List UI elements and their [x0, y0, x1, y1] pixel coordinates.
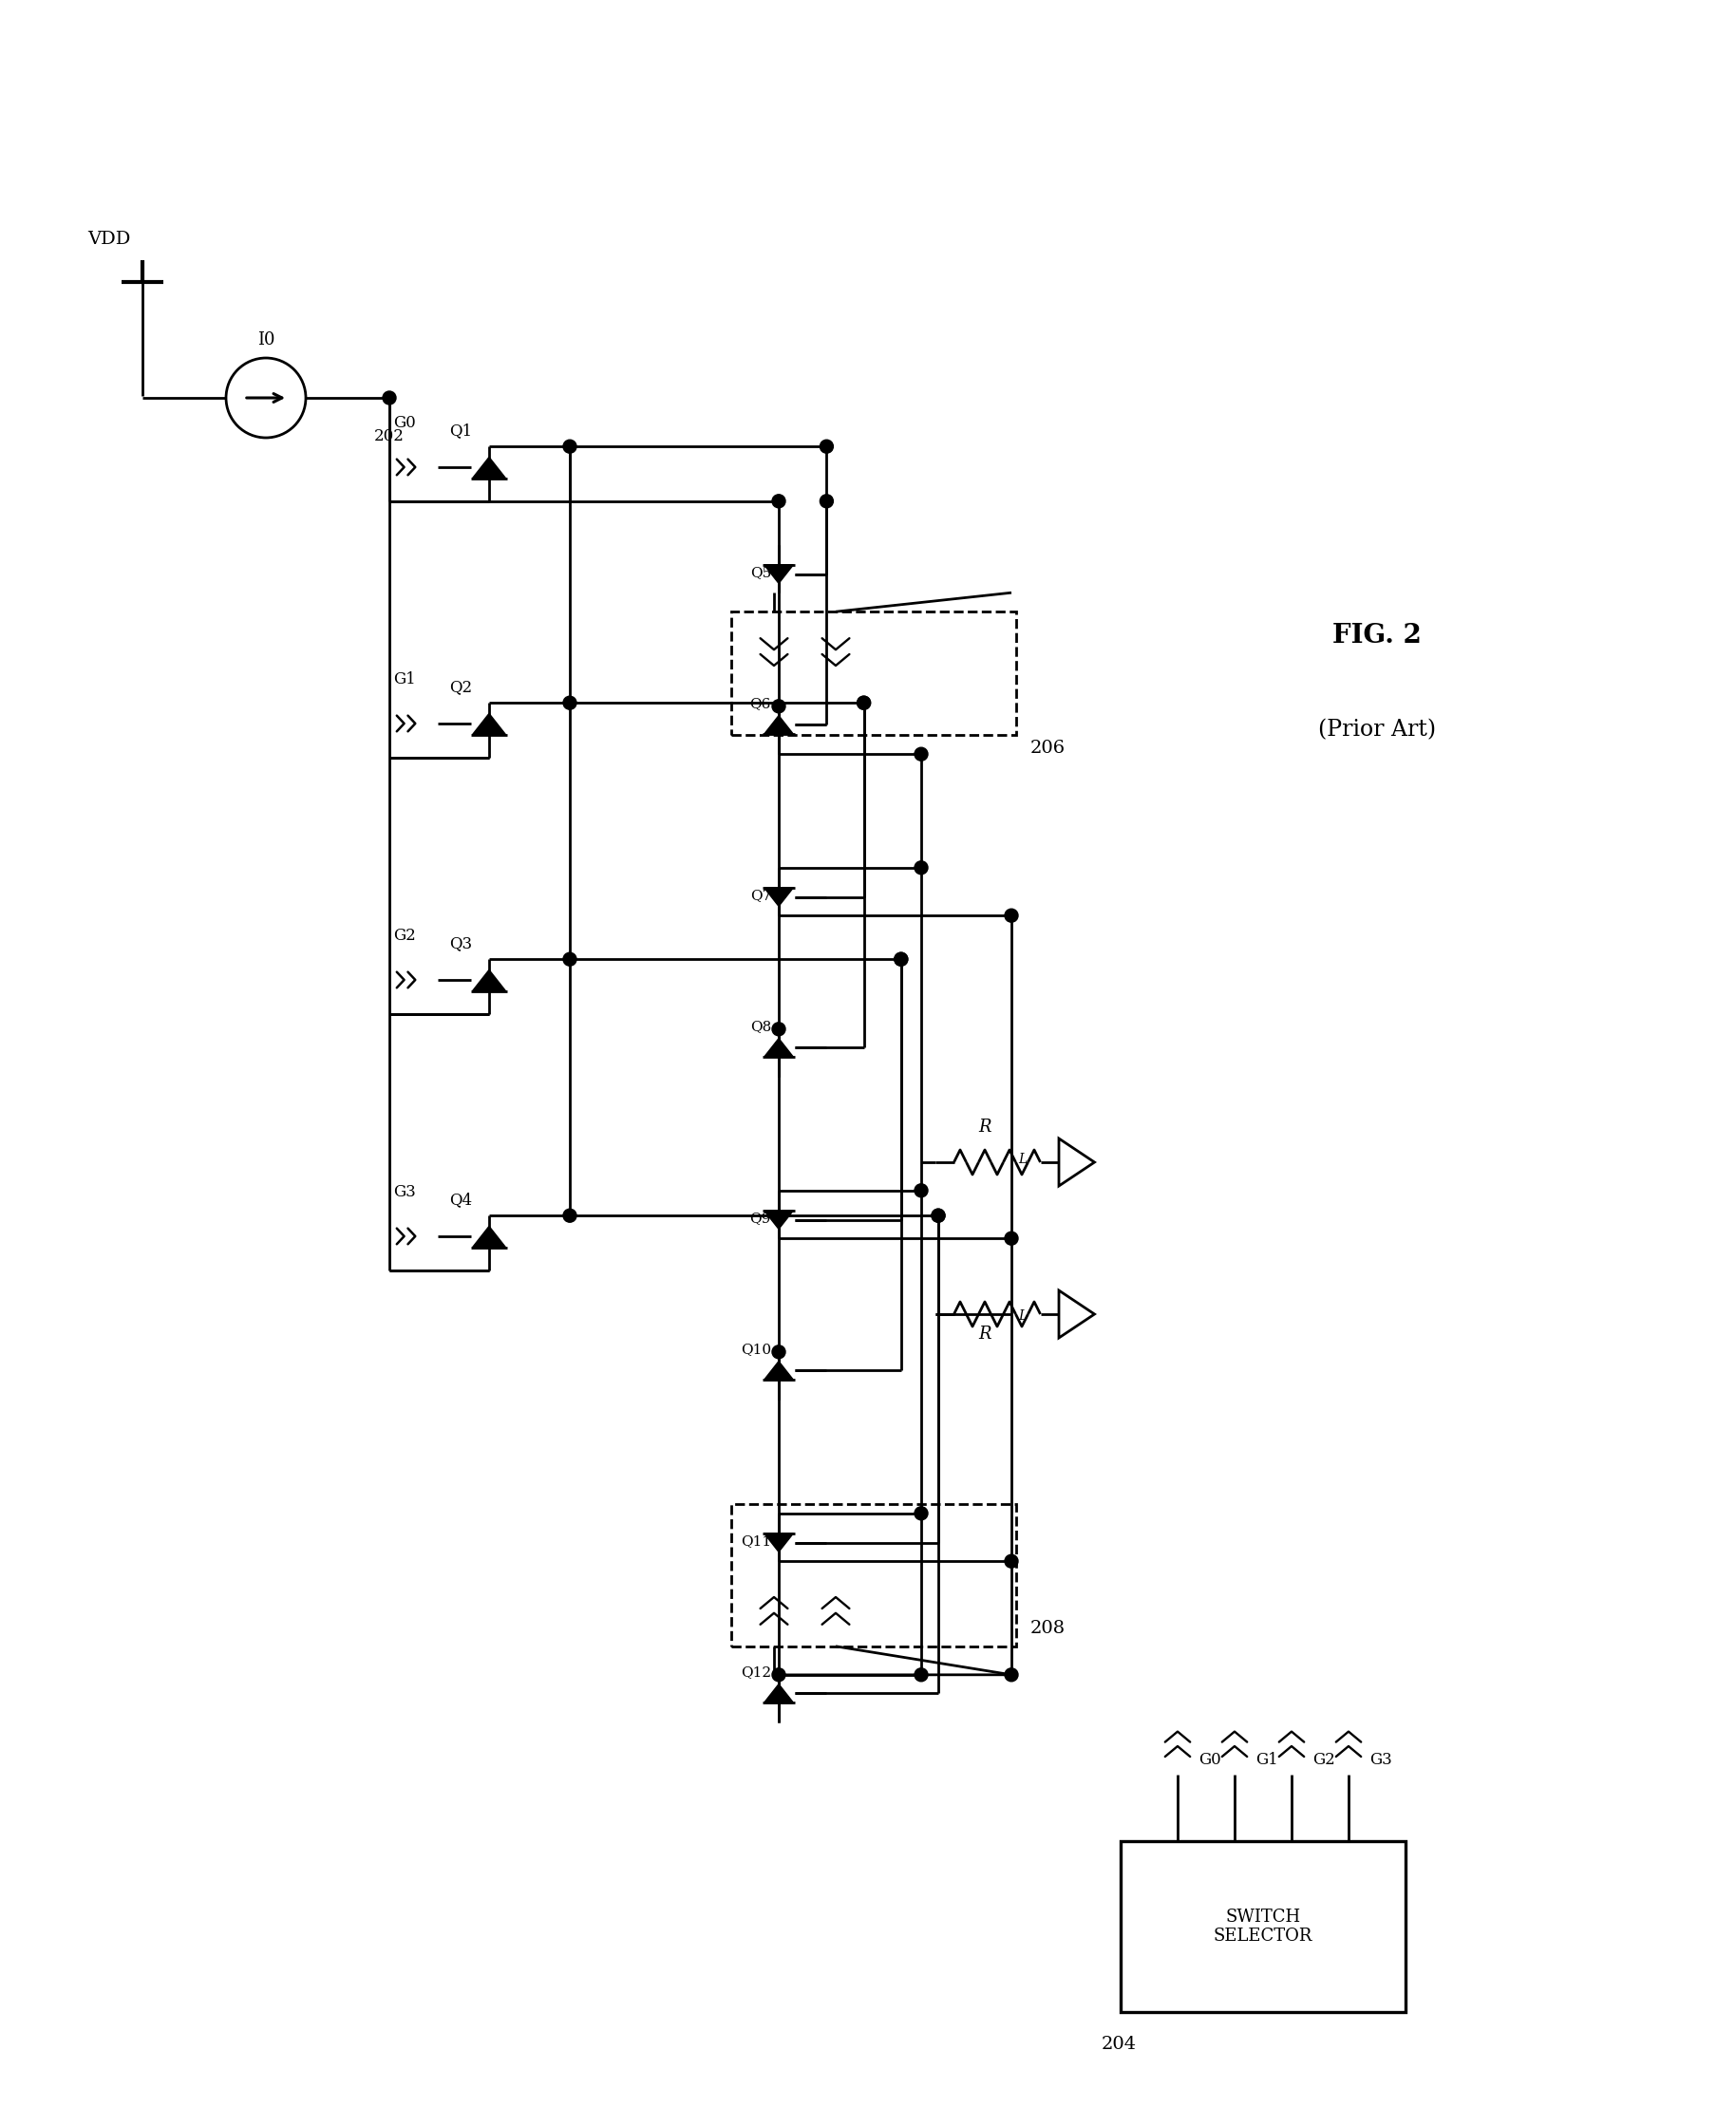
Text: Q11: Q11 [741, 1534, 771, 1549]
Text: 208: 208 [1031, 1620, 1066, 1637]
Circle shape [382, 392, 396, 405]
Polygon shape [764, 1039, 793, 1058]
Circle shape [915, 1669, 927, 1681]
Text: 206: 206 [1031, 740, 1066, 756]
Circle shape [773, 700, 785, 712]
Polygon shape [764, 887, 793, 906]
Text: G2: G2 [392, 927, 415, 944]
Circle shape [773, 495, 785, 508]
Circle shape [1005, 908, 1017, 923]
Text: G3: G3 [392, 1184, 415, 1201]
Text: Q12: Q12 [741, 1667, 771, 1679]
Circle shape [858, 695, 870, 710]
Text: G0: G0 [1198, 1753, 1220, 1768]
Text: (Prior Art): (Prior Art) [1318, 718, 1436, 742]
Circle shape [562, 952, 576, 965]
Text: Q1: Q1 [450, 424, 472, 438]
Circle shape [915, 748, 927, 761]
Circle shape [773, 1669, 785, 1681]
Text: Q4: Q4 [450, 1193, 472, 1207]
Polygon shape [472, 1226, 505, 1247]
Text: FIG. 2: FIG. 2 [1333, 622, 1422, 649]
Text: L: L [1017, 1308, 1026, 1323]
Circle shape [915, 1184, 927, 1197]
Circle shape [1005, 1669, 1017, 1681]
Polygon shape [764, 1209, 793, 1228]
Text: Q10: Q10 [741, 1342, 771, 1357]
Text: 204: 204 [1102, 2035, 1137, 2052]
Circle shape [1005, 1555, 1017, 1568]
Text: G3: G3 [1370, 1753, 1392, 1768]
Text: Q8: Q8 [750, 1020, 771, 1035]
Polygon shape [764, 1534, 793, 1553]
Text: Q2: Q2 [450, 678, 472, 695]
Polygon shape [764, 1361, 793, 1380]
Circle shape [562, 440, 576, 453]
Circle shape [773, 1022, 785, 1037]
Text: R: R [979, 1325, 991, 1342]
Text: G0: G0 [392, 415, 415, 432]
Text: I0: I0 [257, 331, 274, 348]
Circle shape [932, 1209, 944, 1222]
Circle shape [562, 695, 576, 710]
Circle shape [773, 1344, 785, 1359]
Text: G1: G1 [392, 672, 415, 687]
Polygon shape [472, 457, 505, 478]
Text: Q9: Q9 [750, 1212, 771, 1224]
Circle shape [1005, 1233, 1017, 1245]
Circle shape [915, 1507, 927, 1519]
Circle shape [562, 1209, 576, 1222]
Text: VDD: VDD [89, 232, 130, 249]
Polygon shape [472, 714, 505, 735]
Text: R: R [979, 1119, 991, 1136]
Text: Q3: Q3 [450, 936, 472, 952]
Circle shape [932, 1209, 944, 1222]
Circle shape [858, 695, 870, 710]
Text: Q5: Q5 [750, 567, 771, 579]
Text: G1: G1 [1255, 1753, 1278, 1768]
Circle shape [894, 952, 908, 965]
Polygon shape [764, 1683, 793, 1702]
Text: Q7: Q7 [750, 889, 771, 902]
Text: SWITCH
SELECTOR: SWITCH SELECTOR [1213, 1909, 1312, 1945]
Text: L: L [1017, 1153, 1026, 1165]
Polygon shape [472, 969, 505, 990]
Circle shape [915, 862, 927, 874]
Text: G2: G2 [1312, 1753, 1335, 1768]
Circle shape [894, 952, 908, 965]
Text: 202: 202 [375, 428, 404, 445]
Polygon shape [764, 565, 793, 584]
Circle shape [819, 495, 833, 508]
Circle shape [819, 440, 833, 453]
Polygon shape [764, 716, 793, 733]
Text: Q6: Q6 [750, 697, 771, 710]
